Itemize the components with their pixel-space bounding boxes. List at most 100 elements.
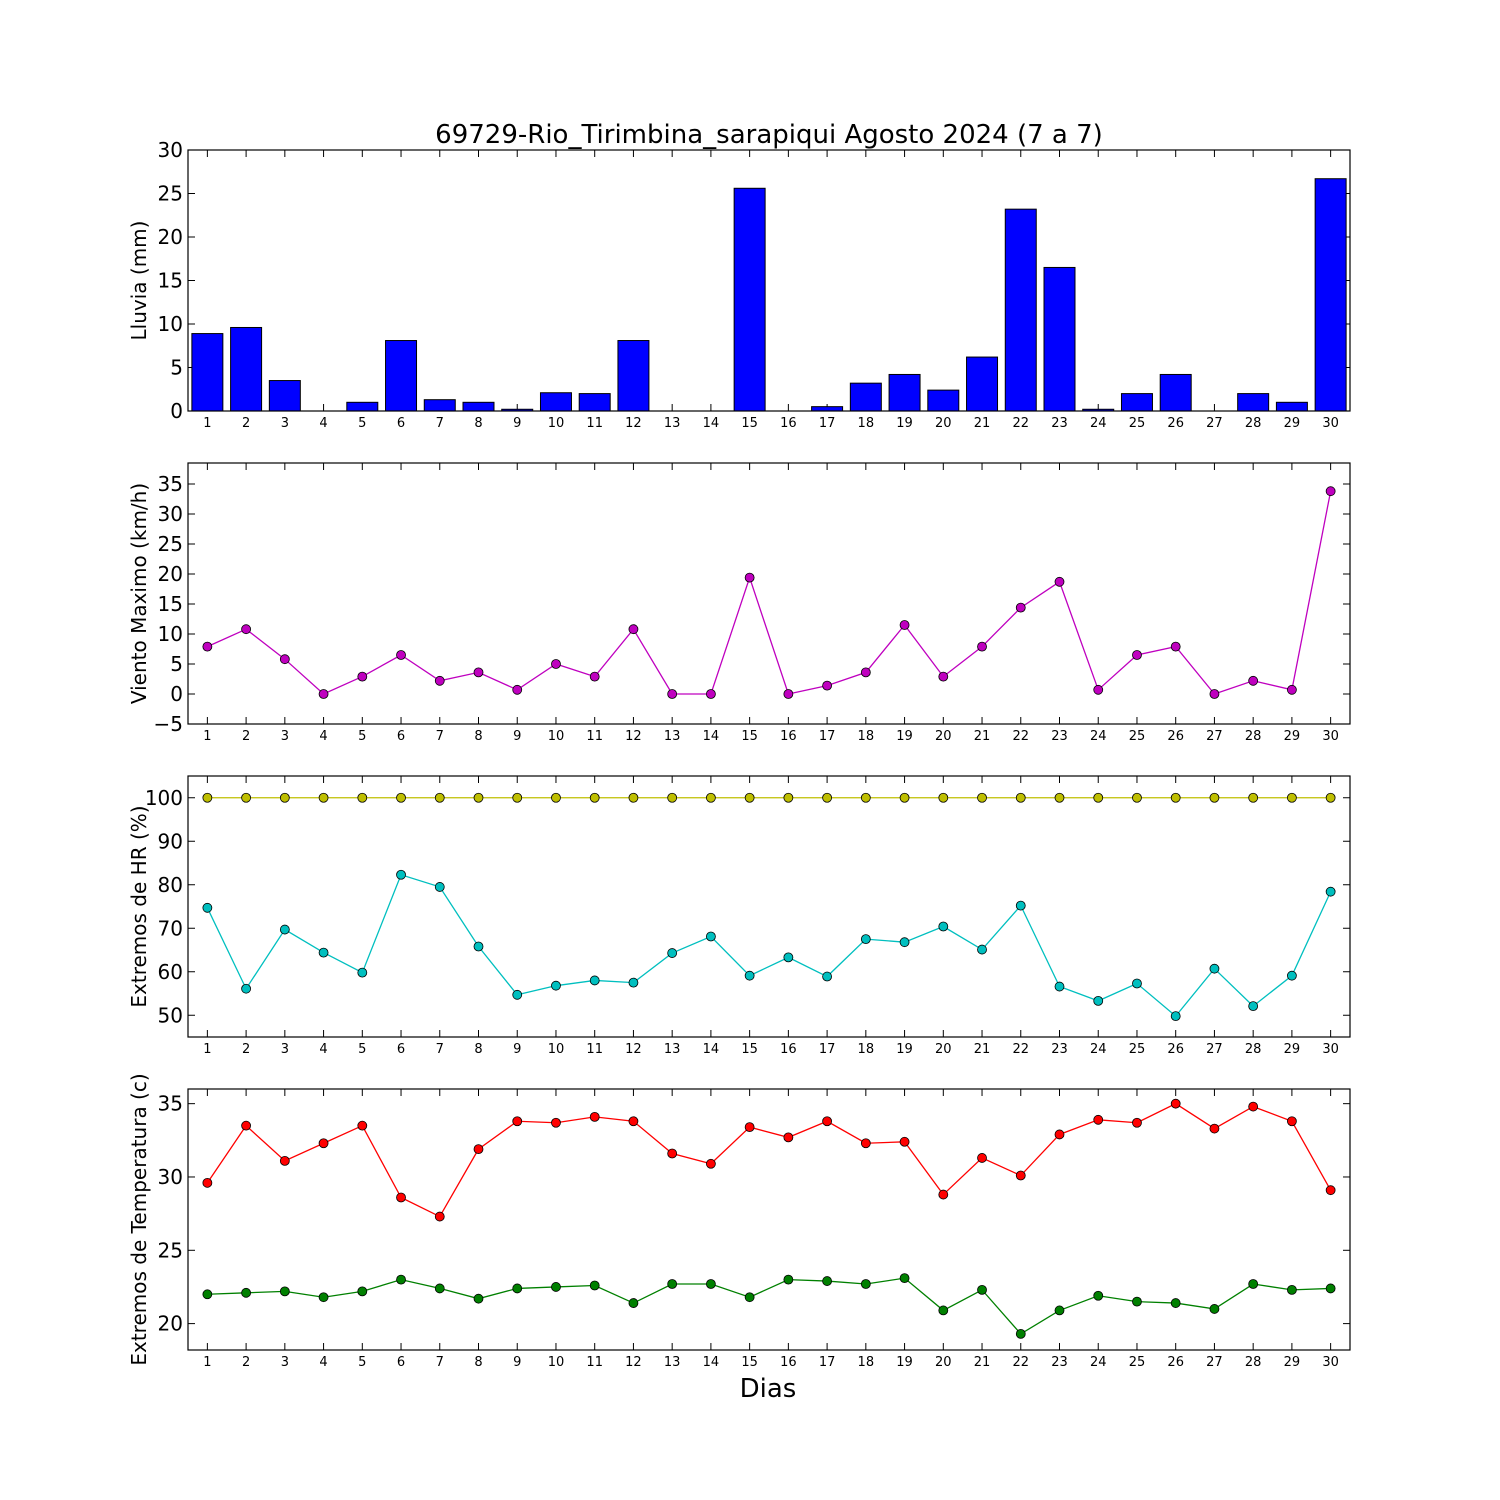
x-tick-label: 21 [974,1355,991,1370]
point-hr-max [1248,792,1259,803]
x-tick-label: 8 [474,1355,482,1370]
x-tick-label: 5 [358,1355,366,1370]
point-wind [1287,684,1297,695]
point-temp-max [744,1122,755,1133]
point-wind [1325,486,1336,497]
point-temp-min [628,1298,639,1308]
x-tick-label: 21 [974,1042,991,1057]
y-tick-label: 35 [158,472,183,496]
point-temp-max [434,1211,445,1222]
x-tick-label: 10 [548,1042,565,1057]
x-tick-label: 16 [780,416,797,431]
point-hr-min [551,980,561,991]
point-hr-min [473,941,484,952]
point-hr-min [1054,981,1065,992]
point-temp-min [938,1305,949,1316]
bar-rain [1314,178,1347,412]
point-temp-max [241,1120,252,1131]
x-tick-label: 22 [1012,416,1029,431]
point-wind [899,620,910,630]
point-temp-min [1325,1283,1336,1294]
point-hr-min [279,924,290,935]
x-tick-label: 11 [586,1355,603,1370]
point-wind [1015,602,1026,613]
bar-rain [1004,208,1037,412]
point-temp-min [396,1274,406,1285]
x-tick-label: 15 [741,729,758,744]
y-tick-label: 30 [158,1165,183,1189]
point-hr-max [473,792,484,803]
point-temp-min [241,1287,252,1298]
point-temp-min [822,1276,832,1286]
point-hr-max [1209,792,1220,803]
x-tick-label: 30 [1322,1355,1339,1370]
bar-rain [1159,373,1192,412]
x-tick-label: 19 [896,416,913,431]
x-tick-label: 21 [974,729,991,744]
point-temp-min [357,1286,368,1297]
point-temp-max [589,1111,600,1122]
point-hr-max [357,792,368,803]
x-tick-label: 20 [935,1355,952,1370]
point-wind [1248,675,1259,686]
bar-rain [617,340,650,412]
x-tick-label: 4 [319,416,327,431]
x-tick-label: 14 [703,1042,720,1057]
y-tick-label: 80 [158,873,183,897]
x-tick-label: 19 [896,729,913,744]
point-hr-max [1093,792,1104,803]
x-tick-label: 9 [513,729,521,744]
x-tick-label: 7 [436,1042,444,1057]
point-wind [822,680,832,691]
x-tick-label: 4 [319,729,327,744]
point-hr-min [783,952,794,963]
point-hr-min [241,983,252,994]
y-tick-label: 5 [170,356,183,380]
x-tick-label: 8 [474,729,482,744]
y-tick-label: 30 [158,138,183,162]
y-axis-label: Extremos de Temperatura (c) [127,1073,151,1365]
point-temp-max [1170,1098,1181,1109]
point-hr-min [1015,900,1026,911]
bar-rain [346,401,379,412]
point-wind [706,689,716,699]
bar-rain [888,373,921,412]
y-tick-label: 70 [158,916,183,940]
x-tick-label: 17 [819,416,836,431]
bar-rain [966,356,999,412]
y-tick-label: 20 [158,1312,183,1336]
y-tick-label: 25 [158,1238,183,1262]
x-tick-label: 28 [1245,416,1262,431]
point-hr-max [1132,792,1142,803]
bar-rain [423,399,456,412]
point-temp-min [1209,1304,1220,1314]
point-temp-min [1054,1305,1065,1316]
x-tick-label: 30 [1322,729,1339,744]
x-tick-label: 13 [664,729,681,744]
point-wind [434,675,445,686]
x-tick-label: 11 [586,1042,603,1057]
chart-title: 69729-Rio_Tirimbina_sarapiqui Agosto 202… [435,120,1103,150]
bar-rain [733,187,766,412]
point-hr-max [1054,792,1065,803]
x-tick-label: 4 [319,1355,327,1370]
point-wind [860,667,871,678]
x-tick-label: 22 [1012,1042,1029,1057]
point-temp-max [860,1138,871,1149]
y-tick-label: 60 [158,960,183,984]
x-tick-label: 30 [1322,416,1339,431]
point-hr-max [318,792,329,803]
point-wind [1209,689,1220,699]
bar-rain [1120,393,1153,412]
point-wind [512,684,523,695]
point-wind [357,671,368,682]
x-tick-label: 1 [203,416,211,431]
x-tick-label: 24 [1090,1042,1107,1057]
x-tick-label: 28 [1245,1042,1262,1057]
x-tick-label: 12 [625,729,642,744]
point-temp-max [1093,1114,1104,1125]
bar-rain [811,406,844,412]
point-temp-max [706,1158,716,1169]
x-tick-label: 23 [1051,1355,1068,1370]
